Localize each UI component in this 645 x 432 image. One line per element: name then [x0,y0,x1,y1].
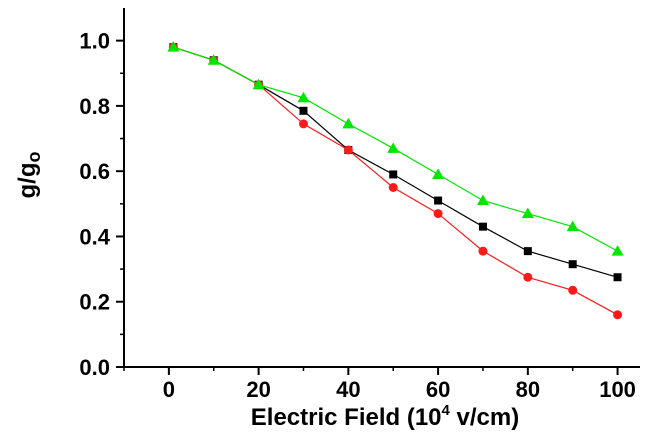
data-point-circle [568,285,578,295]
data-point-circle [343,145,353,155]
data-point-circle [523,272,533,282]
data-point-circle [433,209,443,219]
x-tick-label: 20 [246,377,270,402]
x-axis-title-tail: v/cm) [450,404,519,431]
data-point-triangle [252,78,265,90]
series-line [173,46,618,278]
y-axis-title: g/go [14,152,44,199]
data-point-square [434,196,443,205]
y-ticks: 0.0 0.2 0.4 0.6 0.8 1.0 [79,29,124,380]
data-point-triangle [167,41,180,52]
data-point-triangle [566,220,579,232]
data-point-square [389,170,398,179]
data-point-square [613,273,622,282]
y-axis-title-subscript: o [24,152,44,163]
data-point-square [299,106,308,115]
x-tick-label: 0 [163,377,175,402]
data-point-square [568,260,577,269]
series-layer [167,41,624,320]
data-point-circle [478,246,488,256]
data-point-triangle [476,194,489,206]
y-tick-label: 0.2 [79,290,110,315]
data-point-triangle [521,207,534,219]
x-tick-label: 80 [516,377,540,402]
x-axis-title: Electric Field (104 v/cm) [251,402,519,431]
data-point-triangle [387,142,400,153]
data-point-square [523,247,532,256]
y-tick-label: 0.6 [79,159,110,184]
data-point-circle [388,183,398,192]
y-tick-label: 1.0 [79,29,110,54]
data-point-triangle [432,168,445,179]
series-square [169,43,622,282]
data-point-triangle [611,245,624,256]
x-tick-label: 40 [336,377,360,402]
x-axis-title-superscript: 4 [442,402,451,419]
y-tick-label: 0.4 [79,224,110,249]
series-line [173,46,618,316]
series-triangle [167,41,624,256]
y-tick-label: 0.0 [79,355,110,380]
data-point-triangle [207,54,220,65]
y-tick-label: 0.8 [79,94,110,119]
x-tick-label: 100 [599,377,636,402]
data-point-triangle [342,117,355,129]
plot-area: 0.0 0.2 0.4 0.6 0.8 1.0 0 20 40 60 80 100 [79,8,640,402]
x-tick-label: 60 [426,377,450,402]
data-point-circle [613,310,623,320]
data-point-square [478,222,487,231]
x-ticks: 0 20 40 60 80 100 [123,367,636,402]
series-circle [168,42,623,320]
data-point-triangle [297,91,310,103]
data-point-circle [298,119,308,129]
